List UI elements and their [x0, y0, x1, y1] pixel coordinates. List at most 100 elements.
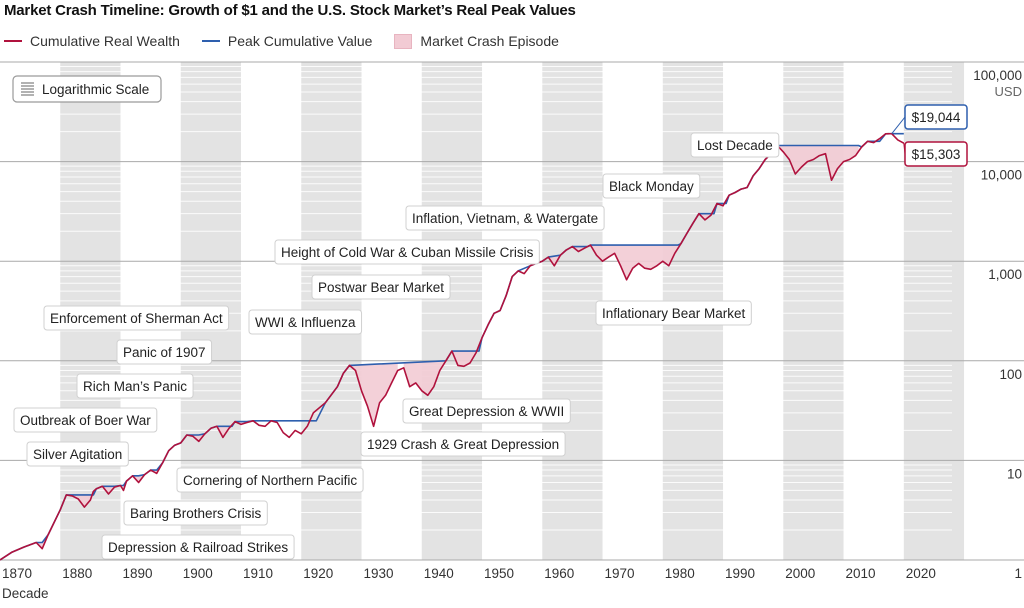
annotation-2: Silver Agitation: [26, 441, 129, 467]
end-label-leader-0: [891, 116, 906, 135]
chart-title: Market Crash Timeline: Growth of $1 and …: [4, 2, 576, 19]
annotation-4: Outbreak of Boer War: [13, 407, 158, 433]
annotation-text-15: Black Monday: [609, 179, 694, 194]
annotation-text-10: Great Depression & WWII: [409, 404, 564, 419]
annotation-box-11: [311, 274, 451, 300]
annotation-box-2: [26, 441, 129, 467]
annotation-box-14: [595, 300, 752, 326]
annotation-text-5: Rich Man’s Panic: [83, 379, 187, 394]
x-tick-label-1910: 1910: [243, 566, 273, 581]
x-tick-label-1920: 1920: [303, 566, 333, 581]
annotation-box-10: [402, 398, 571, 424]
decade-band-1940: [421, 62, 483, 560]
annotation-text-3: Cornering of Northern Pacific: [183, 473, 357, 488]
x-tick-label-2020: 2020: [906, 566, 936, 581]
scale-badge: Logarithmic Scale: [12, 75, 162, 103]
annotation-7: Enforcement of Sherman Act: [43, 305, 230, 331]
y-axis-unit: USD: [995, 84, 1022, 99]
annotation-0: Depression & Railroad Strikes: [101, 534, 295, 560]
end-value-labels: $19,044 $15,303: [891, 104, 968, 167]
annotation-box-1: [123, 500, 268, 526]
annotation-12: Height of Cold War & Cuban Missile Crisi…: [274, 239, 540, 265]
x-tick-label-1980: 1980: [665, 566, 695, 581]
annotation-text-12: Height of Cold War & Cuban Missile Crisi…: [281, 245, 534, 260]
annotation-3: Cornering of Northern Pacific: [176, 467, 364, 493]
legend-label-peak-cumulative-value: Peak Cumulative Value: [227, 33, 373, 49]
y-tick-label-1000: 1,000: [988, 267, 1022, 282]
annotation-text-2: Silver Agitation: [33, 447, 122, 462]
scale-badge-text: Logarithmic Scale: [42, 82, 149, 97]
legend-swatch-line-red: [4, 40, 22, 42]
y-tick-label-10000: 10,000: [981, 168, 1022, 183]
annotation-text-6: Panic of 1907: [123, 345, 206, 360]
end-label-text-1: $15,303: [912, 147, 961, 162]
annotation-text-11: Postwar Bear Market: [318, 280, 444, 295]
y-tick-label-10: 10: [1007, 466, 1022, 481]
annotation-text-0: Depression & Railroad Strikes: [108, 540, 288, 555]
annotation-text-1: Baring Brothers Crisis: [130, 506, 262, 521]
annotation-text-8: WWI & Influenza: [255, 315, 356, 330]
annotation-box-6: [116, 339, 213, 365]
x-tick-label-1870: 1870: [2, 566, 32, 581]
annotation-16: Lost Decade: [690, 132, 780, 158]
annotation-9: 1929 Crash & Great Depression: [360, 431, 566, 457]
end-label-0: $19,044: [891, 104, 968, 135]
decade-band-1960: [542, 62, 603, 560]
annotation-6: Panic of 1907: [116, 339, 213, 365]
annotation-text-7: Enforcement of Sherman Act: [50, 311, 223, 326]
annotation-14: Inflationary Bear Market: [595, 300, 752, 326]
x-tick-label-1930: 1930: [364, 566, 394, 581]
end-label-box-0: [904, 104, 968, 130]
legend-swatch-area-pink: [394, 33, 413, 49]
annotation-8: WWI & Influenza: [248, 309, 363, 335]
x-tick-label-1990: 1990: [725, 566, 755, 581]
annotation-box-16: [690, 132, 780, 158]
y-tick-label-100: 100: [999, 367, 1022, 382]
annotation-text-14: Inflationary Bear Market: [602, 306, 746, 321]
y-tick-label-1: 1: [1014, 566, 1022, 581]
annotation-text-16: Lost Decade: [697, 138, 773, 153]
annotation-13: Inflation, Vietnam, & Watergate: [405, 205, 605, 231]
crash-area-11: [451, 345, 479, 367]
crash-area-4: [132, 474, 144, 483]
crash-area-14: [590, 245, 678, 278]
x-tick-label-2000: 2000: [785, 566, 815, 581]
x-axis-label: Decade: [2, 586, 49, 601]
annotation-11: Postwar Bear Market: [311, 274, 451, 300]
annotation-text-9: 1929 Crash & Great Depression: [367, 437, 559, 452]
end-label-box-1: [904, 141, 968, 167]
y-tick-label-100000: 100,000: [973, 68, 1022, 83]
end-label-text-0: $19,044: [912, 110, 961, 125]
annotation-text-13: Inflation, Vietnam, & Watergate: [412, 211, 598, 226]
decade-band-2000: [783, 62, 844, 560]
decade-band-2020: [903, 62, 965, 560]
annotation-box-4: [13, 407, 158, 433]
chart-legend: Cumulative Real Wealth Peak Cumulative V…: [4, 31, 581, 51]
annotation-labels: Depression & Railroad Strikes Baring Brot…: [13, 132, 780, 560]
x-tick-label-2010: 2010: [846, 566, 876, 581]
legend-swatch-line-blue: [201, 40, 220, 42]
annotation-box-0: [101, 534, 295, 560]
crash-area-10: [403, 360, 446, 396]
x-tick-label-1900: 1900: [183, 566, 213, 581]
annotation-text-4: Outbreak of Boer War: [20, 413, 151, 428]
annotation-box-9: [360, 431, 566, 457]
legend-item-market-crash-episode: Market Crash Episode: [394, 33, 559, 49]
series-lines: [0, 132, 905, 561]
annotation-5: Rich Man’s Panic: [76, 373, 194, 399]
annotation-box-8: [248, 309, 363, 335]
annotation-10: Great Depression & WWII: [402, 398, 571, 424]
series-line-cumulative-real-wealth: [0, 132, 905, 561]
annotation-box-3: [176, 467, 364, 493]
annotation-box-12: [274, 239, 540, 265]
x-tick-label-1890: 1890: [123, 566, 153, 581]
annotation-box-13: [405, 205, 605, 231]
x-tick-label-1880: 1880: [62, 566, 92, 581]
x-tick-label-1960: 1960: [544, 566, 574, 581]
annotation-1: Baring Brothers Crisis: [123, 500, 268, 526]
annotation-box-5: [76, 373, 194, 399]
crash-area-12: [548, 255, 561, 266]
legend-label-market-crash-episode: Market Crash Episode: [420, 33, 559, 49]
crash-area-9: [349, 363, 398, 427]
